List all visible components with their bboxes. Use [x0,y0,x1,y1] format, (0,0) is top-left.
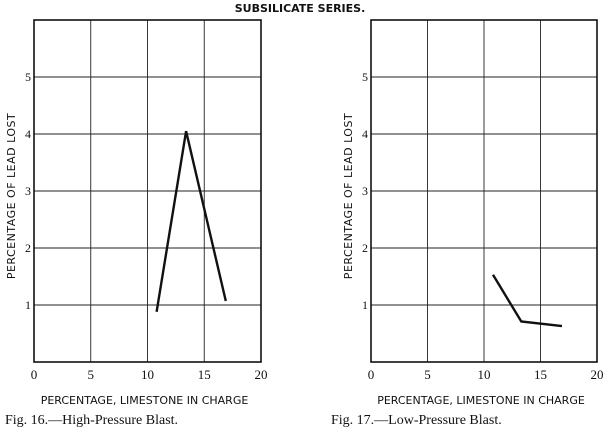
chart-high-pressure: 0 5 10 15 20 1 2 3 4 5 PERCENTAGE OF LEAD LOST PE… [5,19,268,428]
x-tick-label: 15 [534,367,547,382]
x-tick-label: 10 [141,367,154,382]
series-line [155,130,227,312]
y-tick-label: 2 [25,241,31,255]
grid [34,20,261,362]
figure-caption: Fig. 16.—High-Pressure Blast. [5,413,178,428]
y-tick-label: 5 [25,70,31,84]
y-axis-label: PERCENTAGE OF LEAD LOST [5,113,18,279]
y-tick-label: 3 [362,184,368,198]
y-tick-label: 2 [362,241,368,255]
x-axis-label: PERCENTAGE, LIMESTONE IN CHARGE [41,394,249,407]
figure-caption: Fig. 17.—Low-Pressure Blast. [331,413,502,428]
x-tick-label: 20 [255,367,268,382]
x-tick-label: 20 [591,367,603,382]
series-line [491,274,563,328]
chart-low-pressure: 0 5 10 15 20 1 2 3 4 5 PERCENTAGE OF LEAD LOST PE… [331,19,603,428]
grid [371,20,597,362]
plot-frame [33,19,262,363]
y-tick-label: 1 [362,298,368,312]
x-tick-label: 0 [368,367,375,382]
x-tick-label: 5 [88,367,95,382]
plot-frame [370,19,598,363]
x-tick-label: 5 [424,367,431,382]
y-tick-label: 4 [25,127,31,141]
y-tick-label: 5 [362,70,368,84]
x-tick-label: 10 [478,367,491,382]
y-axis-label: PERCENTAGE OF LEAD LOST [342,113,355,279]
y-tick-label: 3 [25,184,31,198]
x-tick-label: 15 [198,367,211,382]
x-axis-label: PERCENTAGE, LIMESTONE IN CHARGE [377,394,585,407]
y-tick-label: 1 [25,298,31,312]
series-title: SUBSILICATE SERIES. [235,2,366,15]
y-tick-label: 4 [362,127,368,141]
tick-labels: 0 5 10 15 20 1 2 3 4 5 [25,70,268,382]
x-tick-label: 0 [31,367,38,382]
tick-labels: 0 5 10 15 20 1 2 3 4 5 [362,70,603,382]
